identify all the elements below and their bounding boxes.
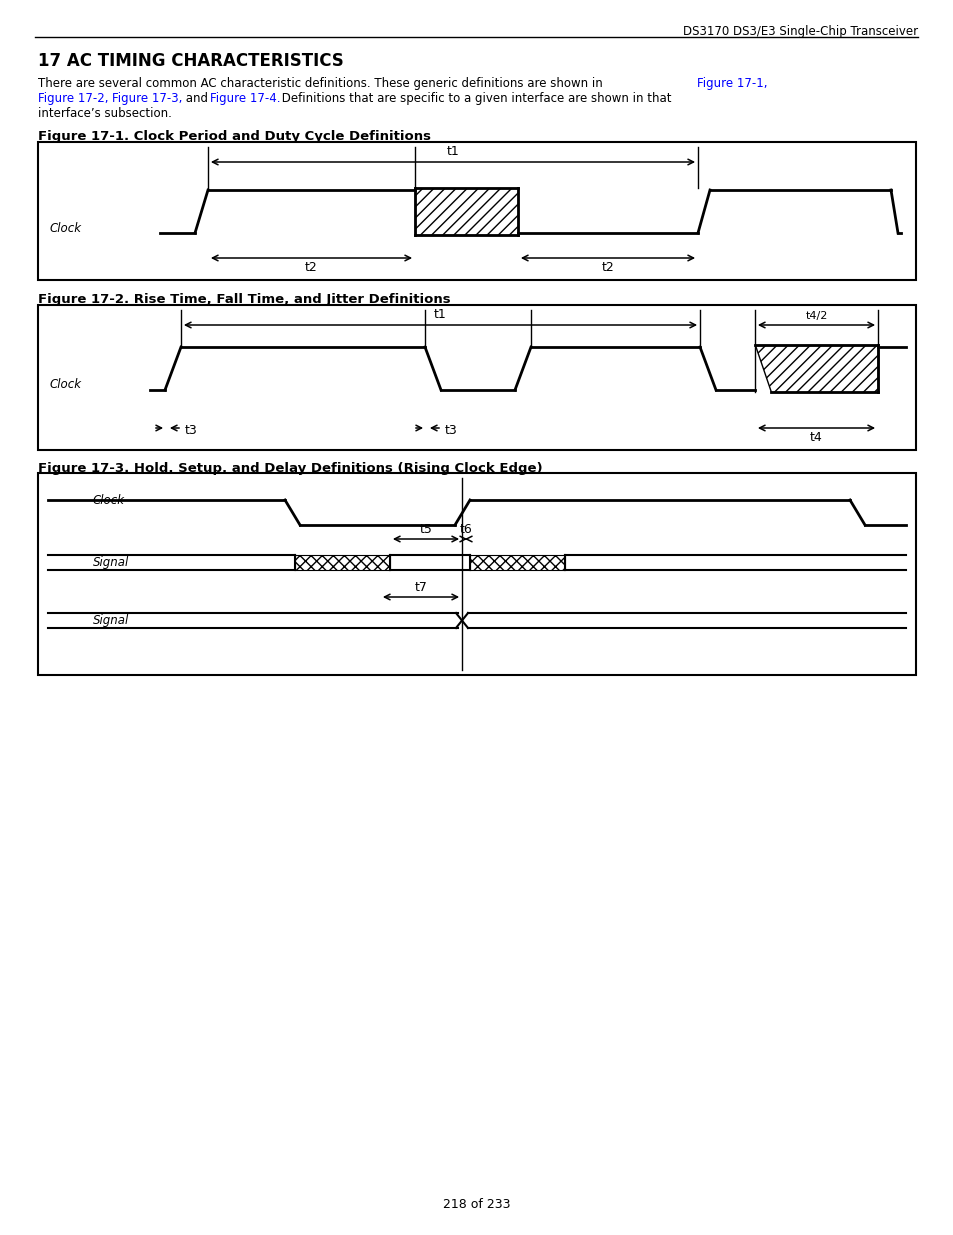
Text: t1: t1 (434, 308, 446, 321)
Text: Figure 17-1. Clock Period and Duty Cycle Definitions: Figure 17-1. Clock Period and Duty Cycle… (38, 130, 431, 143)
Text: Figure 17-2. Rise Time, Fall Time, and Jitter Definitions: Figure 17-2. Rise Time, Fall Time, and J… (38, 293, 450, 306)
Text: Figure 17-1,: Figure 17-1, (697, 77, 767, 90)
Text: Signal: Signal (92, 614, 129, 627)
Text: t4: t4 (809, 431, 822, 445)
Text: and: and (182, 91, 212, 105)
Bar (38, 473, 915, 676)
Text: t2: t2 (601, 261, 614, 274)
Text: Figure 17-3. Hold, Setup, and Delay Definitions (Rising Clock Edge): Figure 17-3. Hold, Setup, and Delay Defi… (38, 462, 542, 475)
Text: t3: t3 (444, 424, 457, 436)
Bar (38, 142, 915, 280)
Text: DS3170 DS3/E3 Single-Chip Transceiver: DS3170 DS3/E3 Single-Chip Transceiver (682, 25, 917, 38)
Polygon shape (415, 188, 517, 235)
Text: Definitions that are specific to a given interface are shown in that: Definitions that are specific to a given… (277, 91, 671, 105)
Text: t4/2: t4/2 (804, 311, 827, 321)
Text: Clock: Clock (92, 494, 125, 508)
Text: interface’s subsection.: interface’s subsection. (38, 107, 172, 120)
Text: t5: t5 (419, 522, 432, 536)
Polygon shape (294, 555, 390, 571)
Polygon shape (470, 555, 564, 571)
Text: Figure 17-3,: Figure 17-3, (112, 91, 182, 105)
Text: t7: t7 (415, 580, 427, 594)
Text: t3: t3 (185, 424, 197, 436)
Text: t2: t2 (305, 261, 317, 274)
Text: t1: t1 (446, 144, 459, 158)
Text: Figure 17-4.: Figure 17-4. (210, 91, 280, 105)
Text: t6: t6 (459, 522, 472, 536)
Bar (38, 305, 915, 450)
Text: 17 AC TIMING CHARACTERISTICS: 17 AC TIMING CHARACTERISTICS (38, 52, 343, 70)
Text: Figure 17-2,: Figure 17-2, (38, 91, 109, 105)
Text: There are several common AC characteristic definitions. These generic definition: There are several common AC characterist… (38, 77, 606, 90)
Text: 218 of 233: 218 of 233 (443, 1198, 510, 1212)
Text: Clock: Clock (50, 378, 82, 391)
Text: Clock: Clock (50, 221, 82, 235)
Polygon shape (754, 345, 877, 391)
Text: Signal: Signal (92, 556, 129, 569)
